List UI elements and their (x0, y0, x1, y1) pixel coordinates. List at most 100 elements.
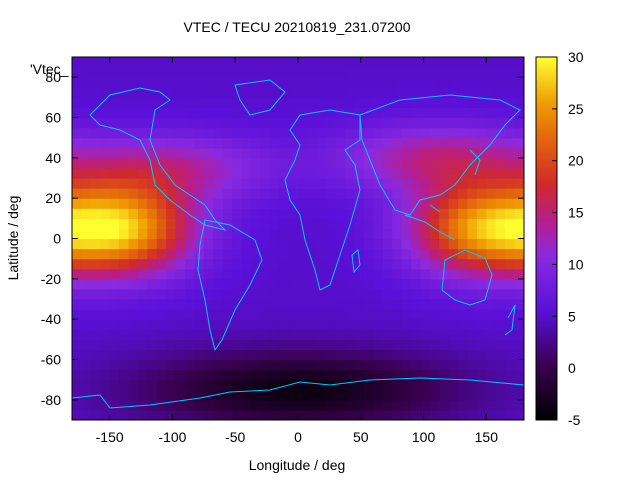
heatmap-cell (175, 107, 186, 119)
heatmap-cell (307, 97, 318, 109)
heatmap-cell (458, 117, 469, 129)
heatmap-cell (335, 339, 346, 351)
heatmap-cell (156, 359, 167, 371)
heatmap-cell (467, 57, 478, 68)
heatmap-cell (100, 238, 111, 250)
heatmap-cell (382, 57, 393, 68)
heatmap-cell (90, 87, 101, 98)
heatmap-cell (439, 309, 450, 320)
heatmap-cell (514, 117, 524, 129)
heatmap-cell (486, 359, 497, 371)
heatmap-cell (269, 137, 280, 149)
heatmap-cell (401, 268, 412, 280)
heatmap-cell (109, 117, 120, 129)
heatmap-cell (250, 57, 261, 68)
heatmap-cell (81, 329, 92, 340)
heatmap-cell (250, 278, 261, 290)
heatmap-cell (203, 349, 214, 361)
heatmap-cell (194, 238, 205, 250)
heatmap-cell (476, 248, 487, 260)
heatmap-cell (514, 359, 524, 371)
heatmap-cell (109, 147, 120, 159)
heatmap-cell (81, 258, 92, 270)
heatmap-cell (382, 228, 393, 240)
heatmap-cell (90, 67, 101, 78)
heatmap-cell (363, 238, 374, 250)
heatmap-cell (316, 208, 327, 219)
heatmap-cell (326, 178, 337, 189)
heatmap-cell (128, 399, 139, 411)
heatmap-cell (288, 67, 299, 78)
heatmap-cell (420, 319, 431, 330)
heatmap-cell (119, 188, 130, 199)
heatmap-cell (392, 409, 403, 420)
heatmap-cell (250, 339, 261, 351)
heatmap-cell (81, 147, 92, 159)
heatmap-cell (185, 379, 196, 391)
heatmap-cell (467, 399, 478, 411)
heatmap-cell (345, 258, 356, 270)
heatmap-cell (401, 329, 412, 340)
heatmap-cell (363, 248, 374, 260)
heatmap-cell (458, 288, 469, 300)
heatmap-cell (476, 389, 487, 401)
heatmap-cell (345, 369, 356, 381)
heatmap-cell (411, 399, 422, 411)
heatmap-cell (429, 268, 440, 280)
heatmap-cell (81, 188, 92, 199)
heatmap-cell (514, 188, 524, 199)
heatmap-cell (420, 389, 431, 401)
heatmap-cell (420, 359, 431, 371)
heatmap-cell (448, 379, 459, 391)
heatmap-cell (109, 299, 120, 310)
heatmap-cell (335, 137, 346, 149)
heatmap-cell (514, 208, 524, 219)
heatmap-cell (90, 137, 101, 149)
heatmap-cell (260, 157, 271, 169)
heatmap-cell (345, 238, 356, 250)
heatmap-cell (486, 127, 497, 139)
heatmap-cell (203, 178, 214, 189)
heatmap-cell (316, 248, 327, 260)
heatmap-cell (241, 208, 252, 219)
heatmap-cell (505, 228, 516, 240)
heatmap-cell (439, 268, 450, 280)
heatmap-cell (147, 107, 158, 119)
heatmap-cell (213, 268, 224, 280)
heatmap-cell (439, 359, 450, 371)
heatmap-cell (326, 268, 337, 280)
heatmap-cell (203, 238, 214, 250)
heatmap-cell (137, 57, 148, 68)
heatmap-cell (260, 167, 271, 179)
heatmap-cell (147, 137, 158, 149)
heatmap-cell (269, 389, 280, 401)
heatmap-cell (476, 258, 487, 270)
heatmap-cell (382, 288, 393, 300)
heatmap-cell (250, 399, 261, 411)
heatmap-cell (429, 97, 440, 109)
heatmap-cell (411, 127, 422, 139)
heatmap-cell (269, 329, 280, 340)
heatmap-cell (420, 399, 431, 411)
heatmap-cell (288, 319, 299, 330)
heatmap-cell (137, 117, 148, 129)
heatmap-cell (298, 319, 309, 330)
heatmap-cell (166, 329, 177, 340)
heatmap-cell (279, 258, 290, 270)
heatmap-cell (269, 278, 280, 290)
y-tick-label: -40 (41, 311, 61, 327)
heatmap-cell (476, 178, 487, 189)
heatmap-cell (495, 228, 506, 240)
heatmap-cell (81, 349, 92, 361)
heatmap-cell (222, 309, 233, 320)
heatmap-cell (81, 167, 92, 179)
heatmap-cell (156, 198, 167, 209)
heatmap-cell (514, 268, 524, 280)
heatmap-cell (156, 288, 167, 300)
colorbar-tick-label: 20 (568, 153, 584, 169)
heatmap-cell (476, 379, 487, 391)
heatmap-cell (363, 178, 374, 189)
heatmap-cell (326, 218, 337, 230)
heatmap-cell (100, 319, 111, 330)
